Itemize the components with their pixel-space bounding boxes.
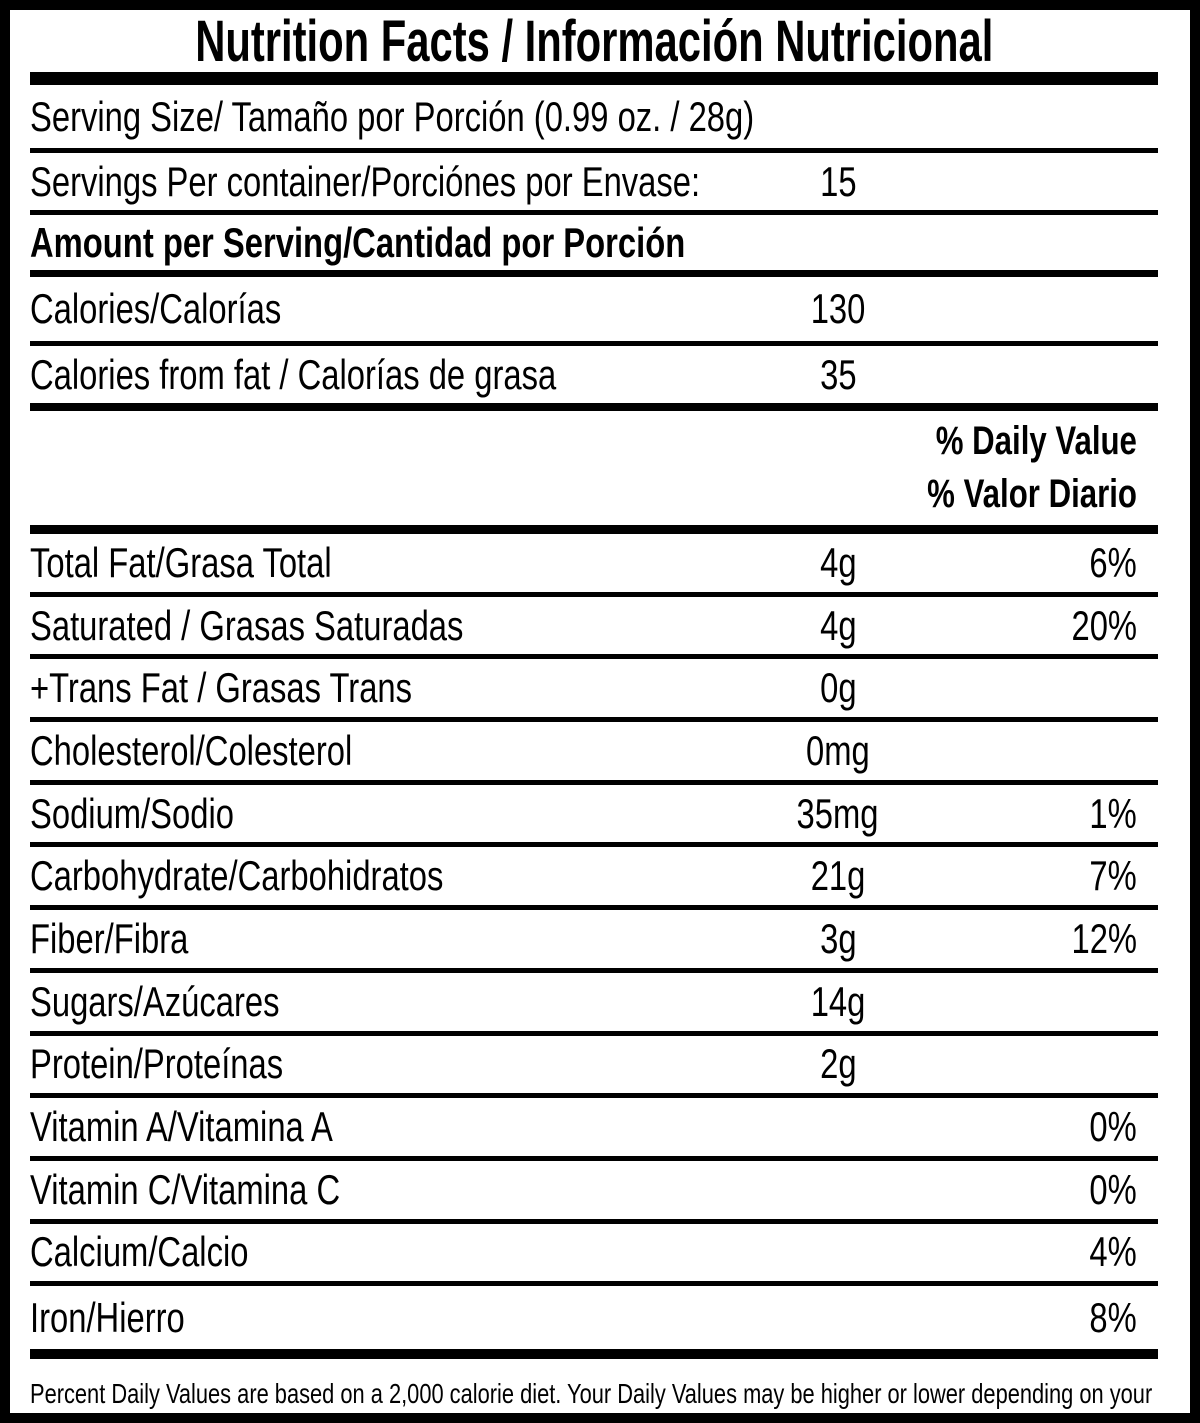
- nutrient-amount: 21g: [810, 852, 866, 900]
- nutrient-row-calcium: Calcium/Calcio 4%: [30, 1224, 1158, 1287]
- amount-per-serving-row: Amount per Serving/Cantidad por Porción: [30, 215, 1158, 277]
- nutrient-row-iron: Iron/Hierro 8%: [30, 1286, 1158, 1360]
- nutrient-daily-value: 20%: [1071, 601, 1137, 649]
- nutrient-row-vitamin-c: Vitamin C/Vitamina C 0%: [30, 1161, 1158, 1224]
- nutrient-row-sodium: Sodium/Sodio 35mg 1%: [30, 785, 1158, 848]
- nutrient-amount: 0mg: [806, 726, 870, 774]
- nutrient-daily-value: 1%: [1089, 789, 1137, 837]
- calories-row: Calories/Calorías 130: [30, 277, 1158, 346]
- daily-value-header-es: % Valor Diario: [927, 472, 1137, 516]
- nutrient-daily-value: 12%: [1071, 914, 1137, 962]
- nutrient-label: Carbohydrate/Carbohidratos: [30, 852, 444, 900]
- nutrient-row-sugars: Sugars/Azúcares 14g: [30, 973, 1158, 1036]
- nutrient-daily-value: 7%: [1089, 852, 1137, 900]
- nutrient-amount: 2g: [819, 1040, 857, 1088]
- nutrient-daily-value: 6%: [1089, 538, 1137, 586]
- nutrient-label: Sugars/Azúcares: [30, 977, 280, 1025]
- nutrient-daily-value: 8%: [1089, 1293, 1137, 1341]
- nutrient-label: Total Fat/Grasa Total: [30, 538, 332, 586]
- nutrient-label: Iron/Hierro: [30, 1293, 185, 1341]
- nutrient-amount: 0g: [819, 664, 857, 712]
- calories-from-fat-row: Calories from fat / Calorías de grasa 35: [30, 346, 1158, 411]
- nutrient-label: Calcium/Calcio: [30, 1228, 249, 1276]
- nutrient-row-protein: Protein/Proteínas 2g: [30, 1036, 1158, 1099]
- label-title: Nutrition Facts / Información Nutriciona…: [194, 9, 994, 74]
- nutrient-label: Fiber/Fibra: [30, 914, 189, 962]
- nutrient-label: Cholesterol/Colesterol: [30, 726, 353, 774]
- nutrient-row-cholesterol: Cholesterol/Colesterol 0mg: [30, 722, 1158, 785]
- nutrient-daily-value: 4%: [1089, 1228, 1137, 1276]
- nutrient-label: Vitamin A/Vitamina A: [30, 1103, 333, 1151]
- nutrient-label: Vitamin C/Vitamina C: [30, 1165, 341, 1213]
- serving-size-text: Serving Size/ Tamaño por Porción (0.99 o…: [30, 92, 755, 140]
- nutrient-daily-value: 0%: [1089, 1103, 1137, 1151]
- nutrient-row-carbohydrate: Carbohydrate/Carbohidratos 21g 7%: [30, 847, 1158, 911]
- calories-label: Calories/Calorías: [30, 285, 282, 332]
- footnote-section: Percent Daily Values are based on a 2,00…: [30, 1359, 1158, 1413]
- nutrient-amount: 4g: [819, 601, 857, 649]
- amount-per-serving-heading: Amount per Serving/Cantidad por Porción: [30, 218, 686, 266]
- serving-size-row: Serving Size/ Tamaño por Porción (0.99 o…: [30, 85, 1158, 153]
- servings-per-container-value: 15: [819, 157, 857, 205]
- nutrient-label: Sodium/Sodio: [30, 789, 234, 837]
- nutrient-amount: 3g: [819, 914, 857, 962]
- title-separator-bar: [30, 72, 1158, 85]
- nutrient-amount: 4g: [819, 538, 857, 586]
- servings-per-container-row: Servings Per container/Porciónes por Env…: [30, 153, 1158, 215]
- nutrient-row-trans-fat: +Trans Fat / Grasas Trans 0g: [30, 659, 1158, 723]
- label-title-row: Nutrition Facts / Información Nutriciona…: [30, 10, 1158, 72]
- daily-value-header-en: % Daily Value: [935, 419, 1137, 463]
- calories-from-fat-label: Calories from fat / Calorías de grasa: [30, 350, 557, 398]
- servings-per-container-label: Servings Per container/Porciónes por Env…: [30, 157, 701, 205]
- nutrient-row-vitamin-a: Vitamin A/Vitamina A 0%: [30, 1098, 1158, 1161]
- nutrient-label: Saturated / Grasas Saturadas: [30, 601, 464, 649]
- nutrient-row-total-fat: Total Fat/Grasa Total 4g 6%: [30, 534, 1158, 597]
- nutrient-daily-value: 0%: [1089, 1165, 1137, 1213]
- nutrient-label: Protein/Proteínas: [30, 1040, 284, 1088]
- nutrient-row-saturated-fat: Saturated / Grasas Saturadas 4g 20%: [30, 597, 1158, 660]
- footnote-english: Percent Daily Values are based on a 2,00…: [30, 1378, 1153, 1413]
- nutrient-amount: 14g: [810, 977, 866, 1025]
- nutrient-amount: 35mg: [797, 789, 879, 837]
- nutrient-row-fiber: Fiber/Fibra 3g 12%: [30, 910, 1158, 973]
- daily-value-header: % Daily Value % Valor Diario: [30, 411, 1158, 534]
- nutrient-label: +Trans Fat / Grasas Trans: [30, 664, 413, 712]
- calories-value: 130: [810, 285, 866, 332]
- calories-from-fat-value: 35: [819, 350, 857, 398]
